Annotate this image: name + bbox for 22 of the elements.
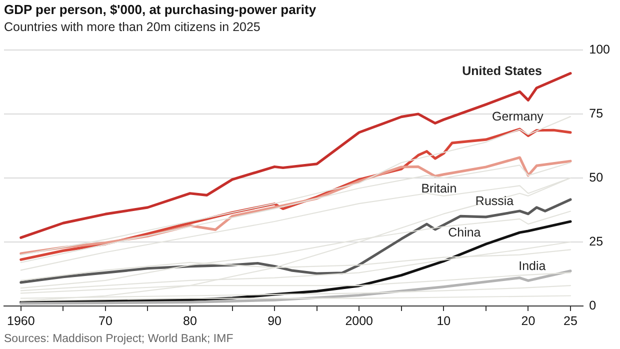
- x-tick-label: 20: [521, 314, 536, 328]
- chart-subtitle: Countries with more than 20m citizens in 2025: [4, 20, 260, 34]
- series-label: China: [448, 225, 481, 240]
- y-tick-label: 0: [589, 298, 596, 312]
- y-tick-label: 100: [589, 42, 610, 56]
- x-tick-label: 1960: [7, 314, 35, 328]
- series-label: Britain: [421, 181, 457, 196]
- x-tick-label: 80: [183, 314, 197, 328]
- source-note: Sources: Maddison Project; World Bank; IMF: [4, 333, 234, 345]
- series-label: India: [518, 258, 546, 273]
- x-tick-label: 2000: [345, 314, 374, 328]
- x-tick-label: 90: [268, 314, 282, 328]
- y-tick-label: 75: [589, 106, 604, 120]
- x-tick-label: 70: [98, 314, 112, 328]
- x-tick-label: 10: [436, 314, 451, 328]
- y-tick-label: 25: [589, 234, 604, 248]
- series-label: Germany: [492, 109, 544, 124]
- x-tick-label: 25: [564, 314, 578, 328]
- y-tick-label: 50: [589, 170, 604, 184]
- series-label: United States: [462, 64, 542, 78]
- series-label: Russia: [475, 194, 514, 208]
- chart-title: GDP per person, $'000, at purchasing-power parity: [4, 2, 316, 17]
